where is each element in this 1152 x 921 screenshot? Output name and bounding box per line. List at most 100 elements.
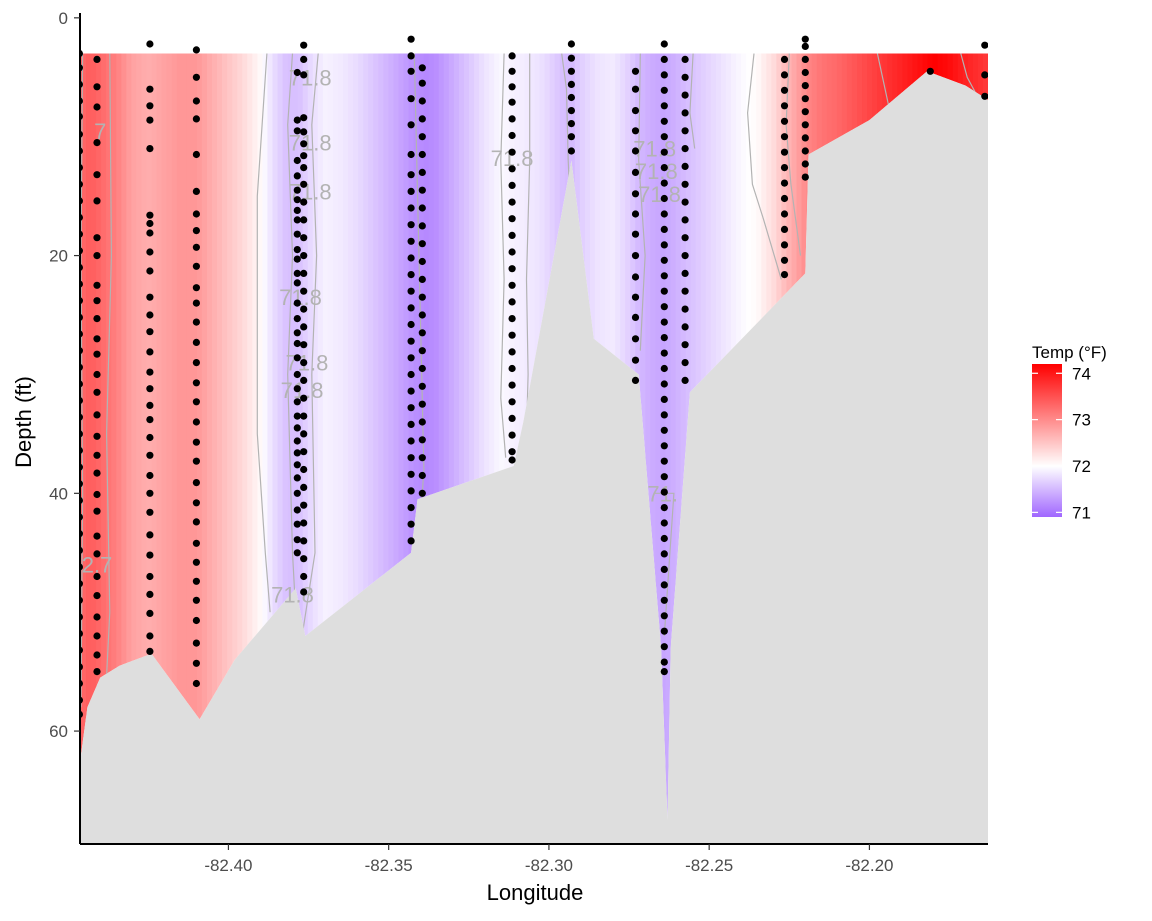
sample-point bbox=[93, 197, 101, 205]
sample-point bbox=[407, 95, 415, 103]
x-tick-label: -82.40 bbox=[204, 856, 252, 875]
sample-point bbox=[81, 430, 83, 438]
sample-point bbox=[81, 113, 83, 120]
heatmap-cell bbox=[408, 53, 415, 821]
sample-point bbox=[81, 347, 83, 354]
sample-point bbox=[631, 85, 640, 93]
sample-point bbox=[418, 418, 426, 426]
legend-ticks: 71 72 73 74 bbox=[1032, 364, 1091, 522]
sample-point bbox=[293, 315, 301, 323]
sample-point bbox=[780, 179, 789, 187]
sample-point bbox=[93, 592, 101, 600]
sample-point bbox=[146, 433, 154, 442]
heatmap-cell bbox=[443, 53, 450, 821]
sample-point bbox=[660, 596, 668, 604]
sample-point bbox=[660, 395, 668, 403]
heatmap-cell bbox=[423, 53, 430, 821]
sample-point bbox=[81, 480, 83, 488]
sample-point bbox=[508, 231, 516, 239]
sample-point bbox=[93, 388, 101, 396]
sample-point bbox=[681, 359, 689, 367]
sample-point bbox=[407, 354, 415, 362]
sample-point bbox=[293, 156, 301, 165]
sample-point bbox=[192, 479, 200, 487]
sample-point bbox=[418, 186, 426, 194]
sample-point bbox=[300, 114, 308, 122]
sample-point bbox=[567, 40, 576, 48]
sample-point bbox=[407, 52, 415, 60]
sample-point bbox=[192, 338, 200, 346]
sample-point bbox=[81, 696, 83, 704]
isotherm-line bbox=[689, 53, 696, 149]
y-axis-title: Depth (ft) bbox=[11, 376, 36, 468]
heatmap-cell bbox=[136, 53, 143, 821]
sample-point bbox=[293, 449, 301, 457]
heatmap-cell bbox=[166, 53, 173, 821]
sample-point bbox=[801, 108, 809, 116]
sample-point bbox=[81, 497, 83, 504]
isotherm-label: 71.8 bbox=[279, 285, 322, 310]
sample-point bbox=[300, 430, 308, 438]
heatmap-cell bbox=[262, 53, 269, 821]
sample-point bbox=[146, 416, 154, 424]
heatmap-cell bbox=[126, 53, 132, 821]
isotherm-line bbox=[104, 53, 113, 708]
sample-point bbox=[780, 256, 789, 264]
sample-point bbox=[801, 42, 809, 51]
sample-point bbox=[407, 404, 415, 412]
sample-point bbox=[660, 442, 668, 450]
isotherm-line bbox=[960, 53, 978, 96]
sample-point bbox=[81, 547, 83, 554]
heatmap-cell bbox=[257, 53, 263, 821]
isotherm-label: 71.8 bbox=[271, 582, 314, 607]
sample-point bbox=[660, 349, 668, 357]
sample-point bbox=[192, 679, 200, 688]
sample-point bbox=[508, 381, 516, 389]
sample-point bbox=[801, 147, 809, 155]
heatmap-cell bbox=[111, 53, 117, 821]
x-axis-title: Longitude bbox=[487, 880, 584, 905]
sample-point bbox=[508, 165, 516, 173]
sample-point bbox=[508, 265, 516, 273]
sample-point bbox=[660, 581, 668, 589]
sample-point bbox=[631, 147, 640, 155]
legend-tick-label: 71 bbox=[1072, 503, 1091, 522]
heatmap-cell bbox=[297, 53, 304, 821]
sample-point bbox=[418, 257, 426, 266]
sample-point bbox=[660, 473, 668, 481]
heatmap-cell bbox=[86, 53, 92, 821]
sample-points bbox=[81, 35, 988, 718]
sample-point bbox=[407, 187, 415, 195]
sample-point bbox=[660, 334, 668, 342]
sample-point bbox=[293, 255, 301, 263]
sample-point bbox=[418, 168, 426, 176]
sample-point bbox=[567, 147, 576, 155]
sample-point bbox=[660, 55, 668, 64]
sample-point bbox=[508, 298, 516, 306]
heatmap-cell bbox=[358, 53, 364, 821]
sample-point bbox=[407, 204, 415, 212]
sample-point bbox=[418, 115, 426, 123]
sample-point bbox=[660, 303, 668, 311]
sample-point bbox=[407, 454, 415, 462]
sample-point bbox=[81, 264, 83, 271]
sample-point bbox=[81, 530, 83, 537]
x-axis-ticks: -82.40 -82.35 -82.30 -82.25 -82.20 bbox=[204, 844, 894, 875]
sample-point bbox=[780, 55, 789, 64]
sample-point bbox=[81, 280, 83, 288]
sample-point bbox=[93, 572, 101, 581]
isotherm-label: 71.8 bbox=[633, 137, 676, 162]
sample-point bbox=[660, 194, 668, 203]
sample-point bbox=[146, 311, 154, 319]
heatmap-cell bbox=[468, 53, 475, 821]
sample-point bbox=[146, 229, 154, 237]
sample-point bbox=[407, 520, 415, 528]
sample-point bbox=[660, 565, 668, 574]
sample-point bbox=[780, 148, 789, 156]
sample-point bbox=[660, 411, 668, 419]
sample-point bbox=[192, 558, 200, 566]
heatmap-cell bbox=[252, 53, 258, 821]
sample-point bbox=[801, 68, 809, 77]
sample-point bbox=[407, 487, 415, 495]
sample-point bbox=[508, 398, 516, 406]
